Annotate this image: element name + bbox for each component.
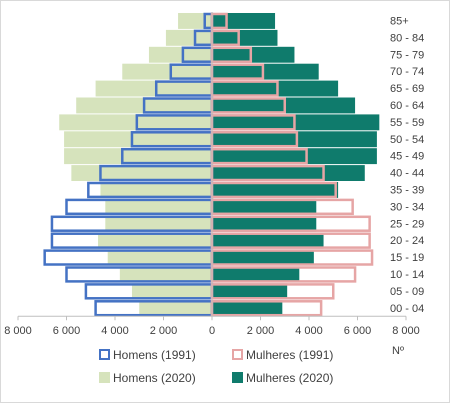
- mulheres-2020-bar: [212, 232, 324, 249]
- homens-2020-bar: [64, 131, 212, 148]
- mulheres-2020-bar: [212, 80, 339, 97]
- mulheres-2020-bar: [212, 63, 319, 80]
- homens-2020-bar: [71, 165, 212, 181]
- homens-2020-bar: [178, 13, 212, 29]
- y-tick-label: 85+: [390, 15, 409, 27]
- mulheres-2020-bar: [212, 148, 377, 165]
- homens-2020-bar: [105, 198, 212, 215]
- x-tick-label: 2 000: [150, 325, 178, 337]
- x-tick-label: 6 000: [53, 325, 81, 337]
- mulheres-2020-bar: [212, 165, 365, 181]
- y-tick-label: 25 - 29: [390, 218, 424, 230]
- mulheres-2020-bar: [212, 283, 288, 300]
- legend-homens-2020-label: Homens (2020): [113, 371, 196, 385]
- homens-2020-bar: [98, 232, 212, 249]
- y-tick-label: 55 - 59: [390, 117, 424, 129]
- homens-2020-bar: [148, 46, 212, 63]
- y-tick-label: 00 - 04: [390, 303, 424, 315]
- homens-2020-bar: [139, 300, 212, 317]
- homens-2020-bar: [105, 215, 212, 232]
- homens-2020-bar: [165, 29, 212, 46]
- homens-2020-bar: [107, 249, 212, 266]
- mulheres-2020-bar: [212, 198, 317, 215]
- x-tick-label: 0: [209, 325, 215, 337]
- homens-2020-bar: [119, 266, 212, 283]
- y-tick-label: 40 - 44: [390, 168, 424, 180]
- y-tick-label: 65 - 69: [390, 83, 424, 95]
- y-tick-label: 30 - 34: [390, 201, 424, 213]
- legend-homens-1991-label: Homens (1991): [113, 348, 196, 362]
- legend-homens-2020-swatch: [99, 372, 110, 383]
- homens-2020-bar: [131, 283, 212, 300]
- homens-2020-bar: [95, 80, 212, 97]
- y-tick-label: 70 - 74: [390, 66, 424, 78]
- mulheres-2020-bar: [212, 182, 339, 198]
- mulheres-2020-bar: [212, 13, 276, 29]
- y-tick-label: 60 - 64: [390, 100, 424, 112]
- mulheres-2020-bar: [212, 249, 314, 266]
- mulheres-2020-bar: [212, 266, 300, 283]
- y-tick-label: 20 - 24: [390, 235, 424, 247]
- x-axis-label: Nº: [392, 345, 404, 357]
- mulheres-2020-bar: [212, 215, 317, 232]
- y-tick-label: 05 - 09: [390, 286, 424, 298]
- y-tick-label: 50 - 54: [390, 134, 424, 146]
- x-tick-label: 4 000: [101, 325, 129, 337]
- y-tick-label: 45 - 49: [390, 151, 424, 163]
- y-tick-label: 15 - 19: [390, 252, 424, 264]
- x-tick-label: 8 000: [4, 325, 32, 337]
- homens-2020-bar: [100, 182, 212, 198]
- legend-mulheres-2020-label: Mulheres (2020): [246, 371, 333, 385]
- legend-homens-1991-swatch: [99, 349, 110, 360]
- mulheres-2020-bar: [212, 300, 283, 317]
- homens-2020-bar: [122, 63, 212, 80]
- y-tick-label: 10 - 14: [390, 269, 424, 281]
- legend-mulheres-1991-swatch: [232, 349, 243, 360]
- legend-mulheres-2020-swatch: [232, 372, 243, 383]
- y-tick-label: 80 - 84: [390, 32, 424, 44]
- y-tick-label: 75 - 79: [390, 49, 424, 61]
- mulheres-2020-bar: [212, 46, 295, 63]
- x-tick-label: 2 000: [247, 325, 275, 337]
- x-tick-label: 6 000: [344, 325, 372, 337]
- homens-2020-bar: [64, 148, 212, 165]
- y-tick-label: 35 - 39: [390, 184, 424, 196]
- x-tick-label: 4 000: [295, 325, 323, 337]
- mulheres-2020-bar: [212, 131, 377, 148]
- mulheres-2020-bar: [212, 29, 278, 46]
- legend-mulheres-1991-label: Mulheres (1991): [246, 348, 333, 362]
- x-tick-label: 8 000: [392, 325, 420, 337]
